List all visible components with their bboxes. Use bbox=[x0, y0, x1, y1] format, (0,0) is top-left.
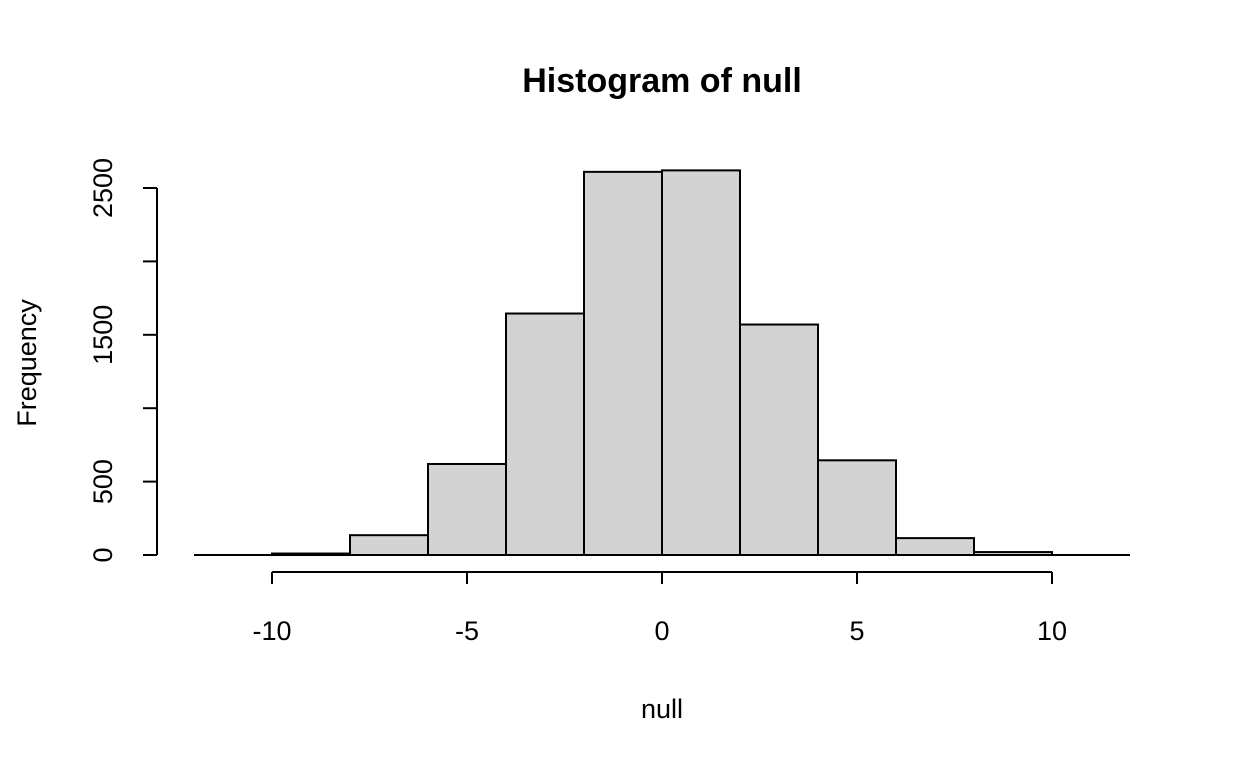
y-tick-label-5: 2500 bbox=[88, 158, 118, 218]
histogram-bar-6 bbox=[739, 323, 819, 556]
x-tick-label-2: 0 bbox=[654, 616, 669, 646]
y-tick-label-0: 0 bbox=[88, 547, 118, 562]
y-tick-label-3: 1500 bbox=[88, 305, 118, 365]
y-axis: 0 500 1500 2500 bbox=[88, 158, 158, 563]
x-tick-label-1: -5 bbox=[455, 616, 479, 646]
histogram-bar-2 bbox=[427, 462, 507, 557]
x-tick-label-4: 10 bbox=[1037, 616, 1067, 646]
histogram-bar-3 bbox=[505, 312, 585, 556]
histogram-bar-5 bbox=[661, 169, 741, 556]
x-tick-label-3: 5 bbox=[849, 616, 864, 646]
x-tick-label-0: -10 bbox=[252, 616, 291, 646]
x-axis: -10 -5 0 5 10 bbox=[252, 571, 1067, 646]
histogram-bars bbox=[271, 169, 1053, 557]
y-tick-label-1: 500 bbox=[88, 459, 118, 504]
histogram-bar-1 bbox=[349, 534, 429, 557]
histogram-bar-8 bbox=[895, 537, 975, 556]
x-axis-label: null bbox=[641, 694, 683, 724]
histogram-bar-4 bbox=[583, 170, 663, 557]
chart-title: Histogram of null bbox=[522, 62, 802, 100]
y-axis-label: Frequency bbox=[12, 299, 42, 427]
histogram-bar-7 bbox=[817, 459, 897, 556]
